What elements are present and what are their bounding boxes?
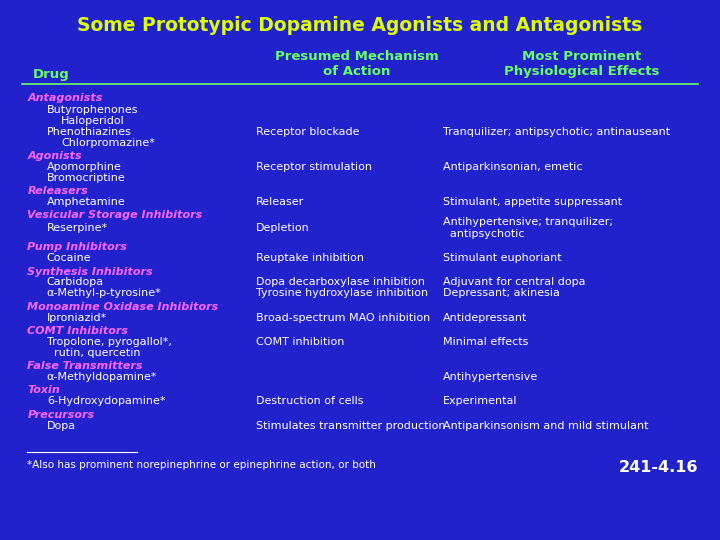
Text: Stimulates transmitter production: Stimulates transmitter production (256, 421, 445, 430)
Text: Presumed Mechanism
of Action: Presumed Mechanism of Action (274, 50, 438, 78)
Text: 241-4.16: 241-4.16 (619, 460, 698, 475)
Text: Drug: Drug (32, 68, 69, 81)
Text: Most Prominent
Physiological Effects: Most Prominent Physiological Effects (504, 50, 660, 78)
Text: Chlorpromazine*: Chlorpromazine* (61, 138, 155, 147)
Text: Agonists: Agonists (27, 151, 82, 161)
Text: Vesicular Storage Inhibitors: Vesicular Storage Inhibitors (27, 211, 202, 220)
Text: Releasers: Releasers (27, 186, 88, 196)
Text: Depletion: Depletion (256, 223, 310, 233)
Text: Reuptake inhibition: Reuptake inhibition (256, 253, 364, 263)
Text: Synthesis Inhibitors: Synthesis Inhibitors (27, 267, 153, 276)
Text: Dopa: Dopa (47, 421, 76, 430)
Text: α-Methyl-p-tyrosine*: α-Methyl-p-tyrosine* (47, 288, 161, 298)
Text: Toxin: Toxin (27, 386, 60, 395)
Text: Antagonists: Antagonists (27, 93, 103, 103)
Text: Receptor stimulation: Receptor stimulation (256, 162, 372, 172)
Text: COMT inhibition: COMT inhibition (256, 337, 344, 347)
Text: Stimulant euphoriant: Stimulant euphoriant (443, 253, 562, 263)
Text: Butyrophenones: Butyrophenones (47, 105, 138, 115)
Text: Haloperidol: Haloperidol (61, 116, 125, 126)
Text: Experimental: Experimental (443, 396, 517, 406)
Text: Receptor blockade: Receptor blockade (256, 127, 359, 137)
Text: Tranquilizer; antipsychotic; antinauseant: Tranquilizer; antipsychotic; antinausean… (443, 127, 670, 137)
Text: Destruction of cells: Destruction of cells (256, 396, 363, 406)
Text: Antihypertensive; tranquilizer;
  antipsychotic: Antihypertensive; tranquilizer; antipsyc… (443, 217, 613, 239)
Text: Apomorphine: Apomorphine (47, 162, 122, 172)
Text: Amphetamine: Amphetamine (47, 197, 125, 207)
Text: Antiparkinsonian, emetic: Antiparkinsonian, emetic (443, 162, 582, 172)
Text: Precursors: Precursors (27, 410, 94, 420)
Text: Stimulant, appetite suppressant: Stimulant, appetite suppressant (443, 197, 622, 207)
Text: Reserpine*: Reserpine* (47, 223, 108, 233)
Text: Tyrosine hydroxylase inhibition: Tyrosine hydroxylase inhibition (256, 288, 428, 298)
Text: Phenothiazines: Phenothiazines (47, 127, 132, 137)
Text: Depressant; akinesia: Depressant; akinesia (443, 288, 559, 298)
Text: Bromocriptine: Bromocriptine (47, 173, 125, 183)
Text: Tropolone, pyrogallol*,: Tropolone, pyrogallol*, (47, 337, 171, 347)
Text: Broad-spectrum MAO inhibition: Broad-spectrum MAO inhibition (256, 313, 430, 322)
Text: Monoamine Oxidase Inhibitors: Monoamine Oxidase Inhibitors (27, 302, 219, 312)
Text: Antidepressant: Antidepressant (443, 313, 527, 322)
Text: Minimal effects: Minimal effects (443, 337, 528, 347)
Text: COMT Inhibitors: COMT Inhibitors (27, 326, 128, 336)
Text: Adjuvant for central dopa: Adjuvant for central dopa (443, 278, 585, 287)
Text: Releaser: Releaser (256, 197, 304, 207)
Text: 6-Hydroxydopamine*: 6-Hydroxydopamine* (47, 396, 166, 406)
Text: α-Methyldopamine*: α-Methyldopamine* (47, 372, 157, 382)
Text: Cocaine: Cocaine (47, 253, 91, 263)
Text: False Transmitters: False Transmitters (27, 361, 143, 371)
Text: *Also has prominent norepinephrine or epinephrine action, or both: *Also has prominent norepinephrine or ep… (27, 460, 377, 470)
Text: Carbidopa: Carbidopa (47, 278, 104, 287)
Text: Antihypertensive: Antihypertensive (443, 372, 538, 382)
Text: Iproniazid*: Iproniazid* (47, 313, 107, 322)
Text: rutin, quercetin: rutin, quercetin (47, 348, 140, 357)
Text: Pump Inhibitors: Pump Inhibitors (27, 242, 127, 252)
Text: Antiparkinsonism and mild stimulant: Antiparkinsonism and mild stimulant (443, 421, 648, 430)
Text: Dopa decarboxylase inhibition: Dopa decarboxylase inhibition (256, 278, 425, 287)
Text: Some Prototypic Dopamine Agonists and Antagonists: Some Prototypic Dopamine Agonists and An… (77, 16, 643, 36)
